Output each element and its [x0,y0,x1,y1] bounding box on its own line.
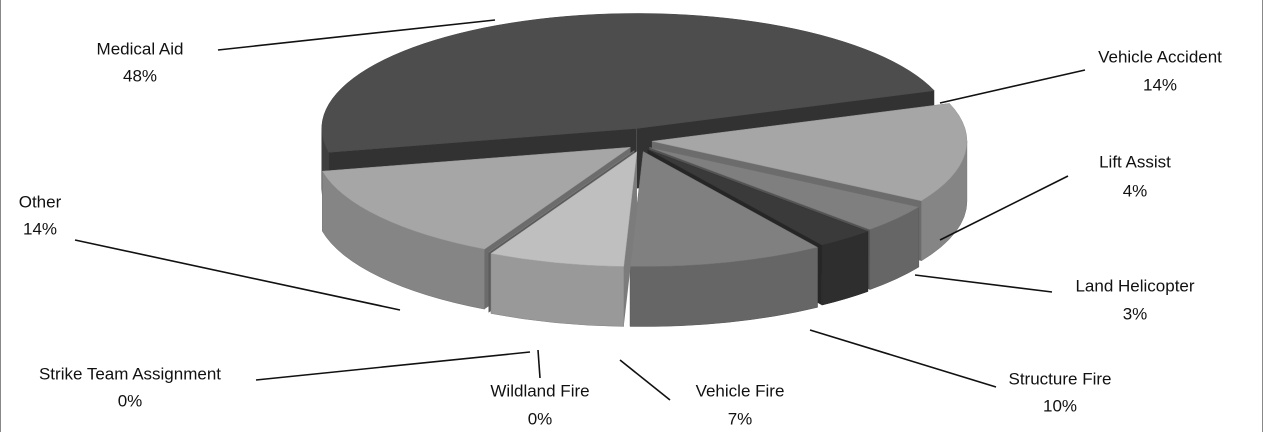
leader-line [74,239,401,311]
leader-line [939,175,1069,241]
slice [651,103,968,202]
leader-line [537,349,541,379]
slice-value-label: 10% [1043,396,1077,415]
leader-line [914,274,1053,293]
slice-value-label: 0% [528,409,553,428]
slice [629,151,819,267]
slice-label: Land Helicopter [1075,276,1194,295]
slice-value-label: 3% [1123,304,1148,323]
slice-value-label: 7% [728,409,753,428]
leader-line [939,69,1086,104]
slice-label: Strike Team Assignment [39,364,221,383]
slice-value-label: 4% [1123,181,1148,200]
leader-line [255,351,531,381]
slice-label: Structure Fire [1009,369,1112,388]
leader-line [809,329,997,388]
slice-label: Medical Aid [97,39,184,58]
slice-label: Other [19,192,62,211]
slice-label: Vehicle Accident [1098,47,1222,66]
slice-value-label: 0% [118,391,143,410]
slice [321,146,632,250]
slice-label: Lift Assist [1099,152,1171,171]
slice-value-label: 48% [123,66,157,85]
slice-value-label: 14% [1143,75,1177,94]
leader-line [217,19,496,51]
slice-label: Vehicle Fire [696,381,785,400]
leader-line [619,359,671,401]
slice [647,149,869,246]
slice [490,151,638,267]
slice-label: Wildland Fire [490,381,589,400]
slice [321,13,935,153]
slice-value-label: 14% [23,219,57,238]
slice [649,147,920,230]
